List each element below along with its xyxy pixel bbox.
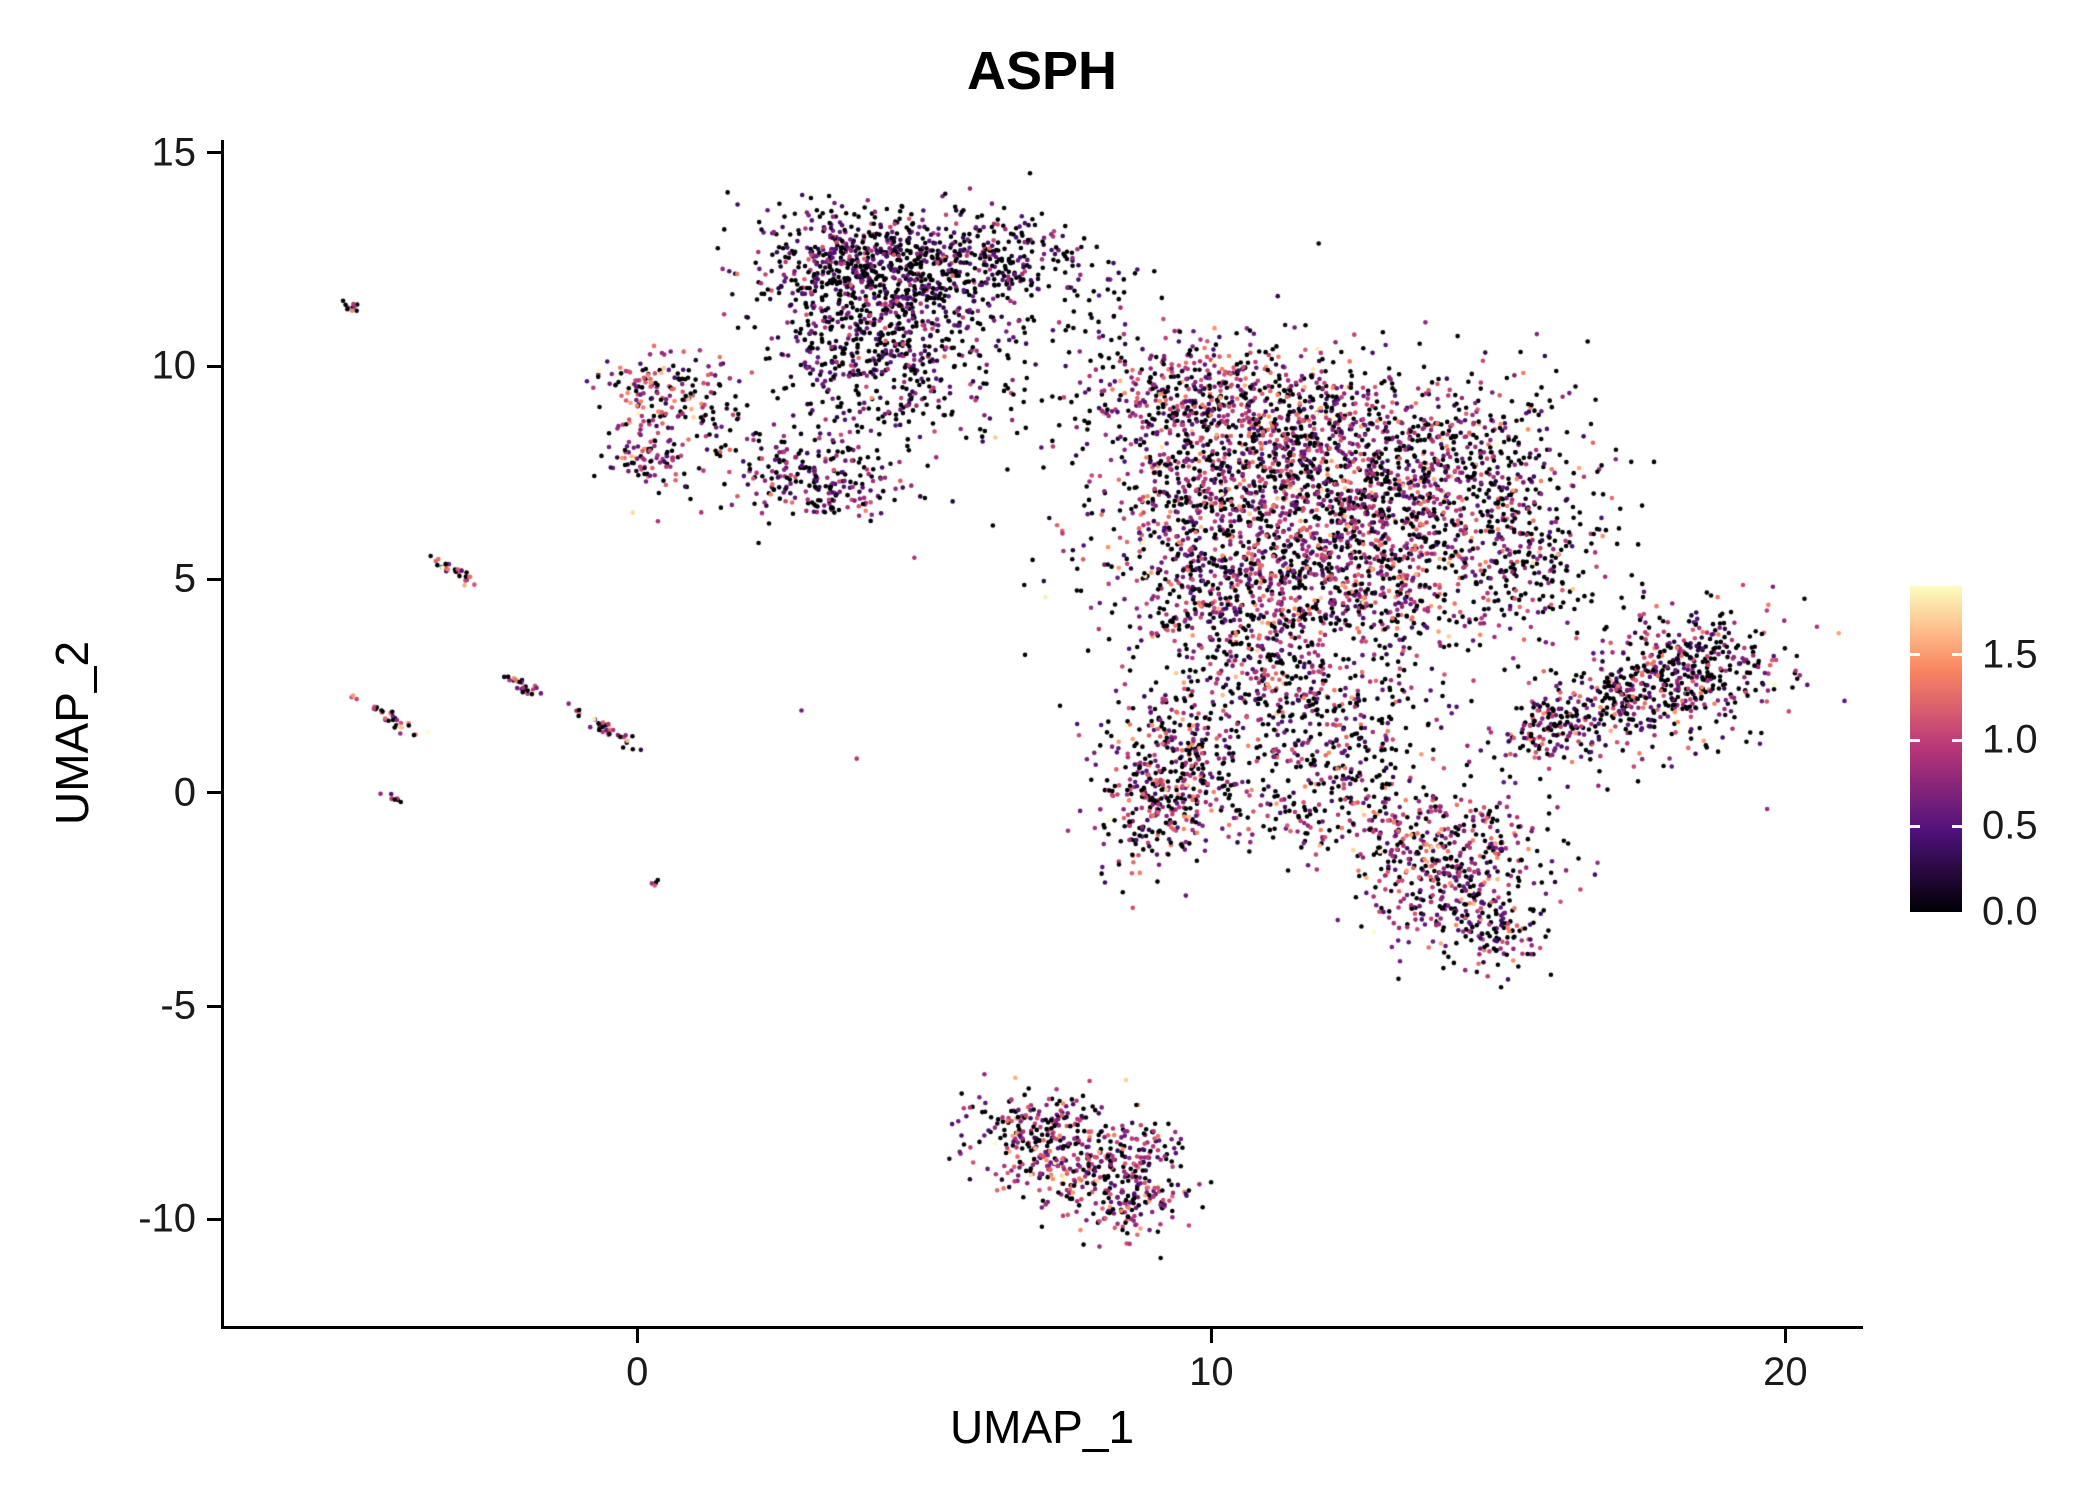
y-tick-mark [207,1217,221,1221]
y-tick-mark [207,791,221,795]
y-tick-label: 0 [173,770,196,815]
colorbar-tick-label: 1.5 [1982,632,2038,677]
y-axis-line [221,140,224,1329]
y-tick-label: 15 [151,130,197,175]
colorbar-tick-label: 1.0 [1982,717,2038,762]
y-tick-label: -5 [160,983,196,1028]
colorbar-tick-mark [1952,824,1962,828]
colorbar-tick-mark [1910,653,1920,657]
y-tick-label: 10 [151,343,197,388]
colorbar-tick-mark [1952,653,1962,657]
y-tick-mark [207,1004,221,1008]
x-tick-mark [635,1329,639,1343]
y-tick-label: -10 [138,1196,196,1241]
x-tick-label: 10 [1189,1350,1234,1394]
colorbar-tick-label: 0.5 [1982,803,2038,848]
x-axis-title: UMAP_1 [949,1401,1135,1453]
y-tick-mark [207,577,221,581]
x-tick-label: 0 [626,1350,649,1394]
plot-title: ASPH [966,41,1118,101]
y-tick-mark [207,364,221,368]
colorbar-tick-mark [1952,738,1962,742]
x-axis-line [221,1326,1863,1329]
y-axis-title: UMAP_2 [46,640,98,826]
x-tick-label: 20 [1763,1350,1808,1394]
colorbar-tick-mark [1910,738,1920,742]
colorbar-gradient [1910,586,1962,912]
colorbar-tick-mark [1910,824,1920,828]
x-tick-mark [1209,1329,1213,1343]
x-tick-mark [1783,1329,1787,1343]
y-tick-label: 5 [173,556,196,601]
y-tick-mark [207,151,221,155]
colorbar-tick-label: 0.0 [1982,889,2038,934]
